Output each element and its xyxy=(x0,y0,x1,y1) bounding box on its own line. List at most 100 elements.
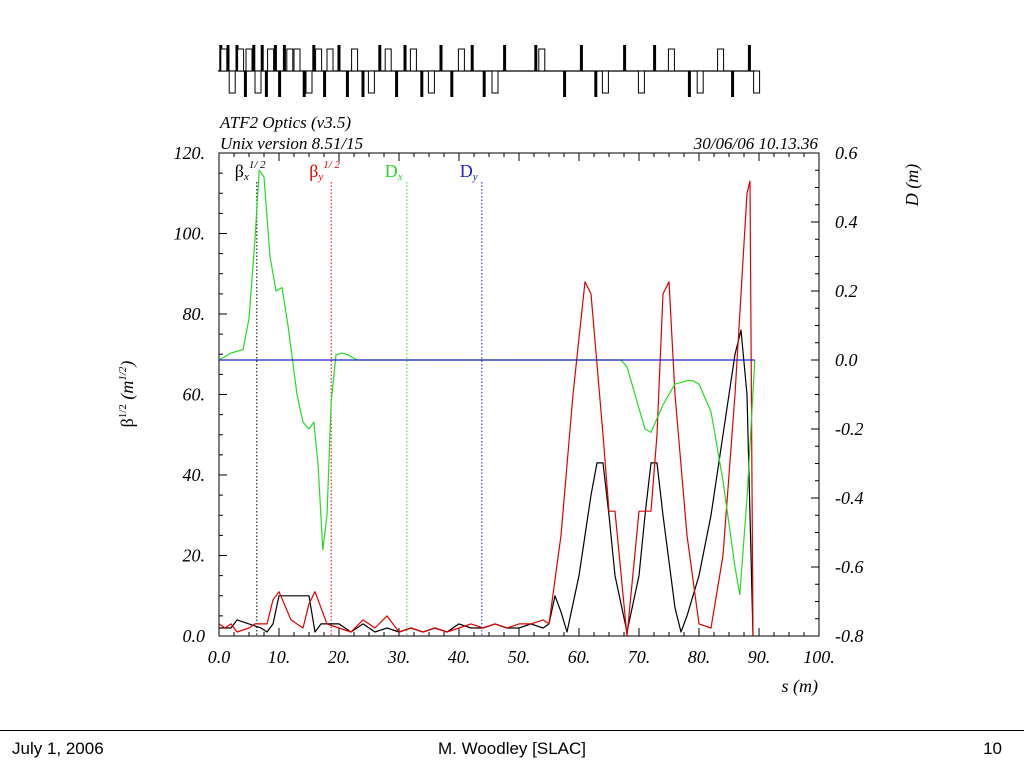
lattice-quadrupole xyxy=(482,71,486,97)
lattice-quadrupole xyxy=(563,71,567,97)
x-tick-label: 30. xyxy=(387,647,411,667)
lattice-quadrupole xyxy=(731,71,735,97)
betax-curve xyxy=(219,329,754,637)
y-left-tick-label: 80. xyxy=(183,304,206,324)
lattice-bend xyxy=(637,70,645,94)
y-right-axis-label: D (m) xyxy=(902,164,923,208)
legend-label-dx: Dx xyxy=(385,161,403,183)
y-right-tick-label: 0.0 xyxy=(835,350,858,370)
lattice-quadrupole xyxy=(260,45,264,71)
lattice-bend xyxy=(293,48,301,72)
y-left-tick-labels: 0.0 20. 40. 60. 80. 100. 120. xyxy=(174,143,206,646)
lattice-quadrupole xyxy=(337,45,341,71)
lattice-bend xyxy=(409,48,417,72)
lattice-quadrupole xyxy=(323,71,327,97)
legend: βx1/ 2 βy1/ 2 Dx Dy xyxy=(235,159,483,636)
lattice-quadrupole xyxy=(450,71,454,97)
lattice-bend xyxy=(696,70,704,94)
lattice-bend xyxy=(351,48,359,72)
chart-title: ATF2 Optics (v3.5) xyxy=(219,113,351,132)
lattice-quadrupole xyxy=(235,45,239,71)
lattice-bend xyxy=(753,70,761,94)
y-right-tick-label: -0.4 xyxy=(835,488,864,508)
x-tick-label: 10. xyxy=(268,647,291,667)
footer-author: M. Woodley [SLAC] xyxy=(437,739,587,758)
lattice-quadrupole xyxy=(403,45,407,71)
lattice-quadrupole xyxy=(653,45,657,71)
y-left-tick-label: 100. xyxy=(174,224,206,244)
lattice-quadrupole xyxy=(378,45,382,71)
lattice-bend xyxy=(326,48,334,72)
lattice-bend xyxy=(427,70,435,94)
lattice-bend xyxy=(305,70,313,94)
lattice-bend xyxy=(254,70,262,94)
y-right-tick-label: -0.6 xyxy=(835,557,864,577)
legend-label-betax: βx1/ 2 xyxy=(235,159,266,183)
x-tick-label: 40. xyxy=(448,647,471,667)
lattice-bend xyxy=(245,48,253,72)
x-tick-label: 100. xyxy=(803,647,835,667)
lattice-bend xyxy=(228,70,236,94)
legend-label-dy: Dy xyxy=(460,161,478,183)
x-tick-label: 70. xyxy=(628,647,651,667)
lattice-bend xyxy=(384,48,392,72)
lattice-bend xyxy=(367,70,375,94)
lattice-quadrupole xyxy=(282,45,286,71)
y-left-tick-label: 20. xyxy=(183,546,206,566)
chart-timestamp: 30/06/06 10.13.36 xyxy=(693,134,819,153)
axis-ticks xyxy=(218,152,820,637)
x-tick-label: 60. xyxy=(568,647,591,667)
lattice-quadrupole xyxy=(302,71,306,97)
x-tick-label: 0.0 xyxy=(208,647,231,667)
lattice-quadrupole xyxy=(420,71,424,97)
footer-page-number: 10 xyxy=(983,739,1002,758)
footer-date: July 1, 2006 xyxy=(12,739,104,758)
y-right-tick-labels: -0.8 -0.6 -0.4 -0.2 0.0 0.2 0.4 0.6 xyxy=(835,143,864,646)
lattice-quadrupole xyxy=(226,45,230,71)
lattice-bend xyxy=(267,48,275,72)
lattice-quadrupole xyxy=(361,71,365,97)
svg-text:D (m): D (m) xyxy=(902,164,923,208)
lattice-quadrupole xyxy=(503,45,507,71)
y-right-tick-label: 0.2 xyxy=(835,281,858,301)
lattice-bend xyxy=(717,48,725,72)
lattice-quadrupole xyxy=(623,45,627,71)
footer-divider xyxy=(0,730,1024,731)
y-right-tick-label: -0.8 xyxy=(835,626,864,646)
lattice-quadrupole xyxy=(243,71,247,97)
lattice-strip xyxy=(218,45,761,97)
y-left-tick-label: 60. xyxy=(183,385,206,405)
x-axis-label: s (m) xyxy=(782,676,819,697)
y-right-tick-label: 0.6 xyxy=(835,143,858,163)
y-left-tick-label: 120. xyxy=(174,143,206,163)
lattice-quadrupole xyxy=(278,71,282,97)
betay-curve xyxy=(218,180,754,637)
lattice-quadrupole xyxy=(687,71,691,97)
lattice-bend xyxy=(237,48,245,72)
lattice-bend xyxy=(220,48,228,72)
lattice-quadrupole xyxy=(264,71,268,97)
lattice-quadrupole xyxy=(345,71,349,97)
y-left-axis-label: β1/2 (m1/2) xyxy=(117,361,138,428)
lattice-quadrupole xyxy=(312,45,316,71)
x-tick-labels: 0.0 10. 20. 30. 40. 50. 60. 70. 80. 90. 100. xyxy=(208,647,835,667)
lattice-quadrupole xyxy=(395,71,399,97)
lattice-bend xyxy=(315,48,323,72)
x-tick-label: 50. xyxy=(508,647,531,667)
lattice-quadrupole xyxy=(439,45,443,71)
lattice-bend xyxy=(286,48,294,72)
y-right-tick-label: -0.2 xyxy=(835,419,864,439)
lattice-quadrupole xyxy=(534,45,538,71)
x-tick-label: 90. xyxy=(748,647,771,667)
lattice-quadrupole xyxy=(594,71,598,97)
x-tick-label: 20. xyxy=(328,647,351,667)
lattice-quadrupole xyxy=(747,45,751,71)
legend-label-betay: βy1/ 2 xyxy=(309,159,340,183)
lattice-bend xyxy=(601,70,609,94)
lattice-quadrupole xyxy=(273,45,277,71)
svg-text:β1/2 (m1/2): β1/2 (m1/2) xyxy=(117,361,138,428)
lattice-bend xyxy=(457,48,465,72)
y-left-tick-label: 0.0 xyxy=(183,626,206,646)
y-right-tick-label: 0.4 xyxy=(835,212,858,232)
lattice-bend xyxy=(491,70,499,94)
